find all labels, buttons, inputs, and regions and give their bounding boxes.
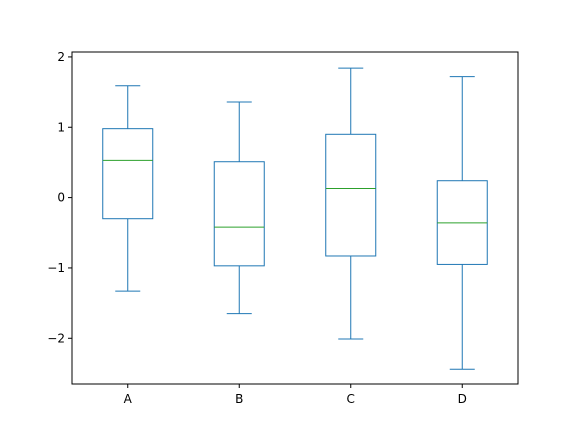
x-axis: A B C D	[124, 384, 467, 406]
plot-area	[102, 67, 488, 370]
y-tick-label: −2	[47, 331, 65, 345]
box-C	[325, 67, 377, 340]
box-B	[213, 101, 265, 315]
box-D	[436, 76, 488, 370]
x-tick-label: B	[235, 392, 243, 406]
box-iqr	[213, 161, 265, 267]
axes-frame	[71, 51, 519, 385]
x-tick-label: A	[124, 392, 133, 406]
y-tick-label: 0	[57, 191, 65, 205]
box-iqr	[102, 128, 154, 220]
box-A	[102, 85, 154, 292]
x-tick-label: D	[458, 392, 467, 406]
y-axis: −2 −1 0 1 2	[47, 50, 72, 345]
y-tick-label: 1	[57, 120, 65, 134]
box-iqr	[325, 133, 377, 257]
x-tick-label: C	[347, 392, 355, 406]
y-tick-label: −1	[47, 261, 65, 275]
y-tick-label: 2	[57, 50, 65, 64]
